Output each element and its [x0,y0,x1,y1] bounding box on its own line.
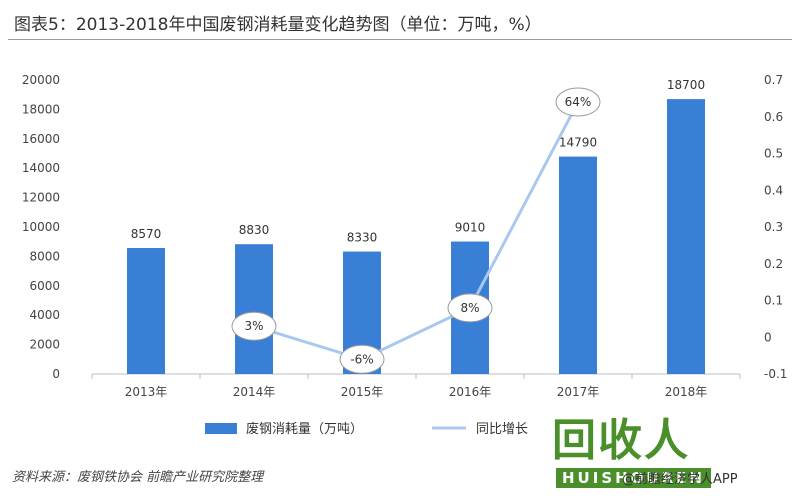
title-divider [8,39,792,40]
bar [667,99,705,375]
y-right-tick-label: 0.5 [764,147,783,161]
line-point-marker [555,87,601,117]
y-left-tick-label: 8000 [29,249,60,263]
chart-title: 图表5：2013-2018年中国废钢消耗量变化趋势图（单位：万吨，%） [14,15,542,35]
growth-line [253,101,580,361]
y-left-tick-label: 6000 [29,279,60,293]
y-left-tick-label: 2000 [29,338,60,352]
y-right-tick-label: 0.3 [764,220,783,234]
y-left-tick-label: 14000 [22,161,60,175]
x-tick-label: 2013年 [125,385,168,399]
x-tick-label: 2017年 [557,385,600,399]
bar-data-label: 14790 [559,136,597,150]
line-point-marker [447,293,493,323]
bar [235,244,273,374]
axes: 0 2000 4000 6000 8000 10000 12000 14000 16000 180… [22,73,788,399]
x-tick-label: 2018年 [665,385,708,399]
line-data-label: 3% [244,319,263,333]
y-left-tick-label: 4000 [29,308,60,322]
bar-series: 8570 8830 8330 9010 14790 18700 [127,78,705,375]
x-tick-label: 2014年 [233,385,276,399]
y-left-tick-label: 12000 [22,191,60,205]
y-right-tick-label: 0.7 [764,73,783,87]
legend-line-label: 同比增长 [476,422,528,437]
bar [559,156,597,374]
y-right-tick-label: 0.4 [764,183,783,197]
watermark-logo-sub: HUISHOUREN [556,468,711,488]
source-note: 资料来源：废钢铁协会 前瞻产业研究院整理 [12,470,264,485]
bar-data-label: 18700 [667,78,705,92]
y-left-tick-label: 20000 [22,73,60,87]
y-right-tick-label: -0.1 [764,367,787,381]
x-tick-label: 2016年 [449,385,492,399]
bar-data-label: 8330 [347,231,378,245]
credit-text: @前瞻经济学人APP [622,472,738,487]
y-right-tick-label: 0.1 [764,294,783,308]
bar-data-label: 8570 [131,227,162,241]
y-left-tick-label: 16000 [22,132,60,146]
line-data-label: 64% [565,95,592,109]
y-left-tick-label: 0 [52,367,60,381]
y-right-tick-label: 0.6 [764,110,783,124]
bar-data-label: 8830 [239,223,270,237]
y-left-tick-label: 10000 [22,220,60,234]
line-series: 3% -6% 8% 64% [231,87,601,374]
line-data-label: -6% [350,352,373,366]
line-point-marker [231,311,277,341]
legend-bar-label: 废钢消耗量（万吨） [246,421,363,437]
legend-bar-swatch [205,423,237,434]
y-left-tick-label: 18000 [22,102,60,116]
x-tick-label: 2015年 [341,385,384,399]
watermark-logo-text: 回收人 [552,415,690,466]
watermark-logo: 回收人 HUISHOUREN [552,398,792,494]
y-right-tick-label: 0.2 [764,257,783,271]
line-data-label: 8% [460,301,479,315]
line-point-marker [339,344,385,374]
legend: 废钢消耗量（万吨） 同比增长 [205,421,528,437]
bar [127,248,165,374]
bar-data-label: 9010 [455,221,486,235]
y-right-tick-label: 0 [764,330,772,344]
